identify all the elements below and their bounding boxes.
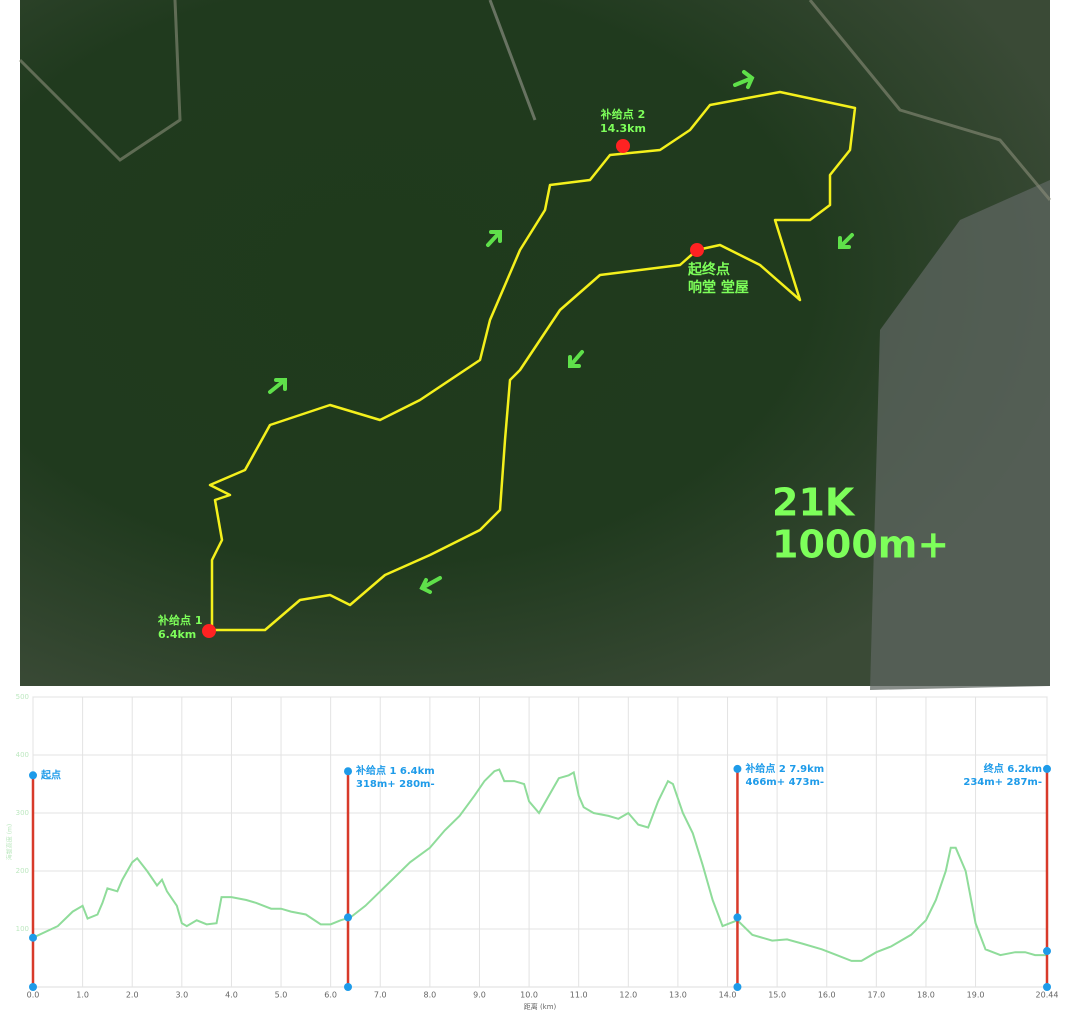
- x-tick-label: 20.44: [1036, 991, 1059, 1000]
- map-label: 补给点 1: [157, 613, 202, 627]
- map-label: 起终点: [687, 261, 730, 278]
- map-label: 1000m+: [772, 523, 949, 567]
- x-tick-label: 9.0: [473, 991, 486, 1000]
- marker-top: [344, 767, 353, 776]
- y-tick-label: 300: [16, 809, 29, 817]
- marker-label: 终点 6.2km: [984, 762, 1042, 775]
- x-tick-label: 14.0: [719, 991, 737, 1000]
- map-label: 14.3km: [600, 122, 646, 135]
- x-tick-label: 13.0: [669, 991, 687, 1000]
- railway: [488, 0, 537, 121]
- elevation-chart: 100 200 300 400 500 0.0 1.0 2.0 3.0 4.0 5.0 6.0 7.0 8…: [6, 693, 1059, 1011]
- map-label: 6.4km: [158, 628, 196, 641]
- marker-top: [733, 764, 742, 773]
- x-tick-label: 10.0: [520, 991, 538, 1000]
- marker-base: [1043, 983, 1051, 991]
- map-label: 补给点 2: [600, 107, 645, 121]
- map-label: 21K: [772, 481, 856, 525]
- road: [808, 0, 1052, 201]
- marker-elevation: [1043, 947, 1051, 956]
- map-label: 响堂 堂屋: [688, 279, 749, 296]
- start-finish-point: [690, 243, 704, 257]
- x-tick-label: 2.0: [126, 991, 139, 1000]
- y-tick-label: 200: [16, 867, 29, 875]
- marker-elevation: [29, 933, 37, 942]
- x-tick-label: 6.0: [324, 991, 337, 1000]
- x-tick-label: 11.0: [570, 991, 588, 1000]
- marker-base: [344, 983, 353, 991]
- x-tick-label: 16.0: [818, 991, 836, 1000]
- marker-base: [733, 983, 742, 991]
- y-tick-label: 500: [16, 693, 29, 701]
- marker-elevation: [344, 913, 353, 922]
- y-tick-label: 400: [16, 751, 29, 759]
- route: [208, 90, 857, 632]
- supply-point: [202, 624, 216, 638]
- y-axis-title: 海拔高度 (m): [6, 824, 14, 860]
- x-tick-label: 17.0: [867, 991, 885, 1000]
- marker-label: 318m+ 280m-: [356, 779, 435, 790]
- x-axis-title: 距离 (km): [524, 1002, 557, 1011]
- direction-arrows: [268, 70, 854, 594]
- marker-label: 234m+ 287m-: [963, 777, 1042, 788]
- x-tick-label: 4.0: [225, 991, 238, 1000]
- marker-elevation: [733, 913, 742, 922]
- supply-point: [616, 139, 630, 153]
- marker-label: 补给点 2 7.9km: [744, 762, 824, 775]
- marker-label: 466m+ 473m-: [745, 777, 824, 788]
- x-tick-label: 3.0: [175, 991, 188, 1000]
- marker-top: [1043, 764, 1051, 773]
- x-tick-label: 15.0: [768, 991, 786, 1000]
- x-tick-label: 12.0: [619, 991, 637, 1000]
- marker-label: 补给点 1 6.4km: [355, 764, 435, 777]
- x-tick-label: 18.0: [917, 991, 935, 1000]
- marker-label: 起点: [40, 768, 61, 781]
- x-tick-label: 0.0: [27, 991, 40, 1000]
- x-tick-label: 8.0: [424, 991, 437, 1000]
- x-tick-label: 1.0: [76, 991, 89, 1000]
- y-tick-label: 100: [16, 925, 29, 933]
- elevation-line: [32, 768, 1047, 962]
- x-tick-label: 7.0: [374, 991, 387, 1000]
- x-tick-label: 19.0: [967, 991, 985, 1000]
- marker-base: [29, 983, 37, 991]
- urban-area: [870, 180, 1050, 690]
- x-tick-label: 5.0: [275, 991, 288, 1000]
- marker-top: [29, 771, 37, 780]
- road: [18, 0, 182, 162]
